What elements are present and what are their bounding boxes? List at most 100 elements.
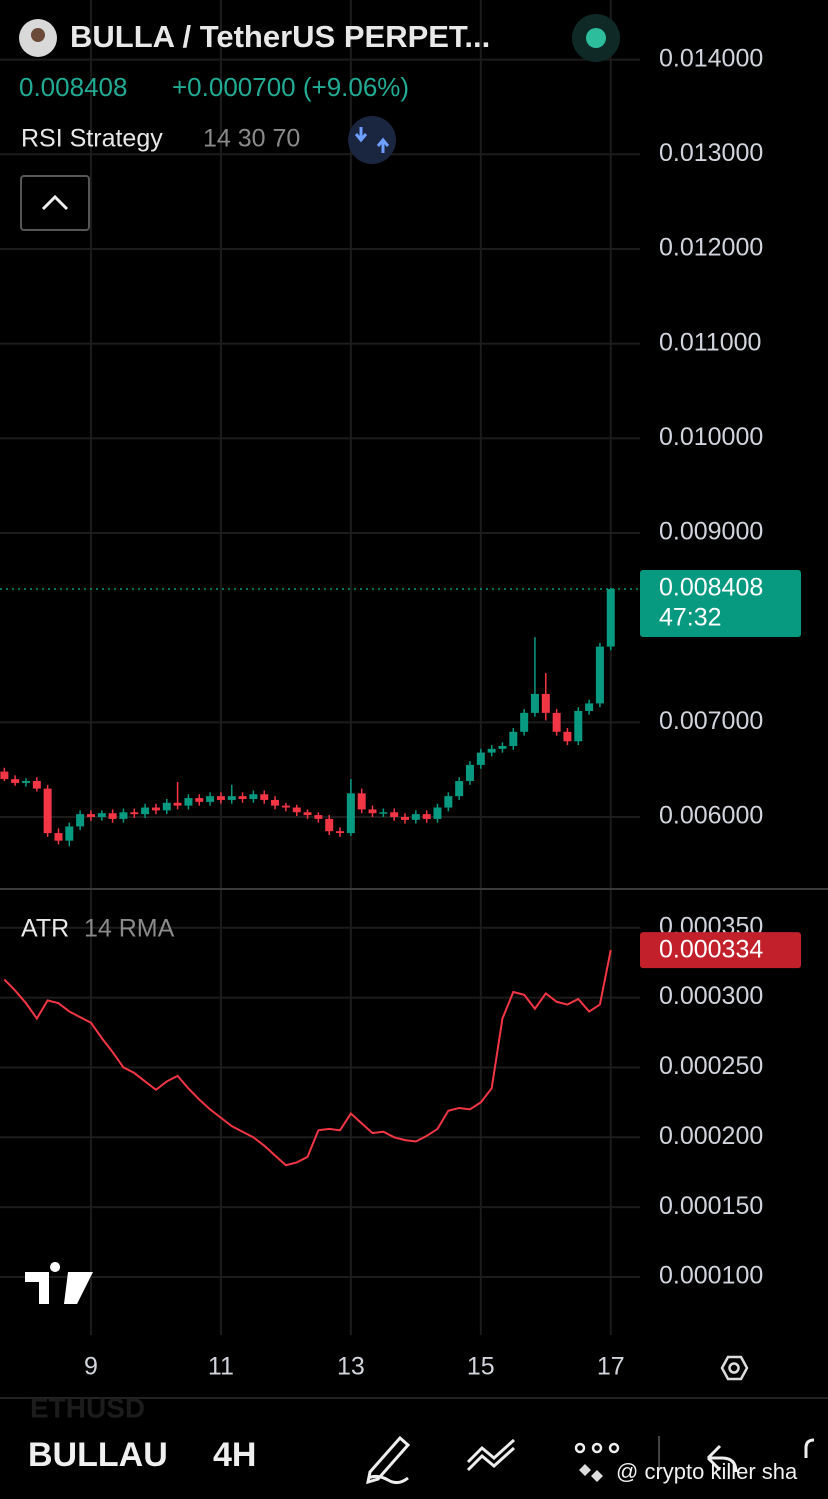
candle-body: [303, 812, 312, 816]
candle-body: [444, 796, 453, 808]
candle-body: [76, 814, 85, 827]
candle-body: [574, 710, 583, 742]
candle-body: [520, 712, 529, 732]
candle-body: [0, 771, 9, 780]
candle-body: [119, 812, 128, 819]
y-tick-label: 0.007000: [659, 707, 763, 735]
candle-body: [336, 831, 345, 834]
candle-body: [173, 802, 182, 806]
candle-body: [455, 781, 464, 797]
strategy-arrows: [354, 127, 390, 153]
y-tick-label: 0.014000: [659, 44, 763, 72]
indicator-name[interactable]: RSI Strategy: [21, 125, 163, 153]
indicator-icon[interactable]: [466, 1438, 516, 1472]
plot: [0, 587, 640, 1167]
candle-body: [271, 799, 280, 806]
y-tick-label: 0.000150: [659, 1192, 763, 1220]
candle-body: [206, 796, 215, 802]
watermark: @ crypto killer sha: [616, 1459, 798, 1484]
price-change: +0.000700 (+9.06%): [172, 72, 409, 102]
candle-body: [476, 752, 485, 765]
candle-body: [595, 646, 604, 704]
y-tick-label: 0.000300: [659, 982, 763, 1010]
redo-icon[interactable]: [804, 1438, 815, 1458]
candle-body: [585, 703, 594, 711]
y-tick-label: 0.009000: [659, 518, 763, 546]
y-tick-label: 0.011000: [659, 328, 761, 356]
candle-body: [509, 731, 518, 746]
x-tick-label: 11: [208, 1353, 234, 1381]
candle-body: [130, 812, 139, 815]
strategy-icon[interactable]: [348, 116, 396, 164]
y-tick-label: 0.000250: [659, 1052, 763, 1080]
grid: [0, 0, 640, 1335]
candle-body: [487, 748, 496, 753]
candle-body: [357, 793, 366, 810]
candle-body: [368, 809, 377, 814]
candle-body: [249, 794, 258, 800]
candle-body: [86, 814, 95, 817]
candle-body: [465, 764, 474, 782]
indicator-params: 14 30 70: [203, 125, 300, 153]
candle-body: [151, 807, 160, 811]
candle-body: [21, 781, 30, 783]
candle-body: [314, 815, 323, 819]
candle-body: [97, 813, 106, 817]
candle-body: [422, 814, 431, 819]
watermark-logo: [579, 1464, 603, 1482]
settings-icon[interactable]: [720, 1355, 749, 1381]
candle-body: [411, 814, 420, 820]
candle-body: [11, 779, 20, 783]
candle-body: [141, 807, 150, 815]
ghost-symbol: ETHUSD: [30, 1392, 145, 1423]
last-price-tag: [640, 570, 801, 638]
chevron-up: [41, 194, 69, 211]
candle-body: [184, 798, 193, 806]
candle-body: [43, 788, 52, 834]
symbol-title[interactable]: BULLA / TetherUS PERPET...: [70, 19, 490, 54]
candle-body: [260, 794, 269, 800]
candle-body: [541, 693, 550, 713]
y-tick-label: 0.006000: [659, 802, 763, 830]
layout-icon[interactable]: [574, 1442, 620, 1454]
atr-line: [3, 949, 612, 1167]
candle-body: [530, 693, 539, 713]
candle-body: [563, 731, 572, 742]
candle-body: [390, 812, 399, 817]
candle-body: [162, 802, 171, 811]
x-tick-label: 15: [467, 1353, 495, 1381]
candle-body: [281, 805, 290, 808]
countdown-label: 47:32: [659, 604, 722, 632]
atr-value-tag: [640, 932, 801, 969]
y-tick-label: 0.000100: [659, 1262, 763, 1290]
undo-icon[interactable]: [706, 1444, 738, 1473]
atr-value-label: 0.000334: [659, 936, 763, 964]
y-tick-label: 0.010000: [659, 423, 763, 451]
candle-body: [433, 807, 442, 819]
y-tick-label: 0.000200: [659, 1122, 763, 1150]
atr-name: ATR: [21, 915, 69, 943]
candle-body: [606, 589, 615, 647]
candle-body: [346, 793, 355, 834]
candle-body: [32, 781, 41, 789]
candle-body: [552, 712, 561, 732]
y-tick-label: 0.013000: [659, 139, 763, 167]
candle-body: [292, 807, 301, 813]
candle-body: [195, 798, 204, 802]
x-tick-label: 9: [84, 1353, 98, 1381]
candle-body: [65, 826, 74, 841]
candle-body: [216, 796, 225, 800]
toolbar-symbol[interactable]: BULLAU: [28, 1436, 168, 1474]
toolbar-interval[interactable]: 4H: [213, 1436, 256, 1474]
candle-body: [108, 813, 117, 819]
drawing-tool-icon[interactable]: [366, 1435, 411, 1485]
candle-body: [54, 833, 63, 841]
x-tick-label: 17: [597, 1353, 625, 1381]
last-price-label: 0.008408: [659, 574, 763, 602]
collapse-button[interactable]: [20, 175, 90, 231]
candle-body: [325, 818, 334, 832]
x-tick-label: 13: [337, 1353, 365, 1381]
candle-body: [400, 816, 409, 820]
